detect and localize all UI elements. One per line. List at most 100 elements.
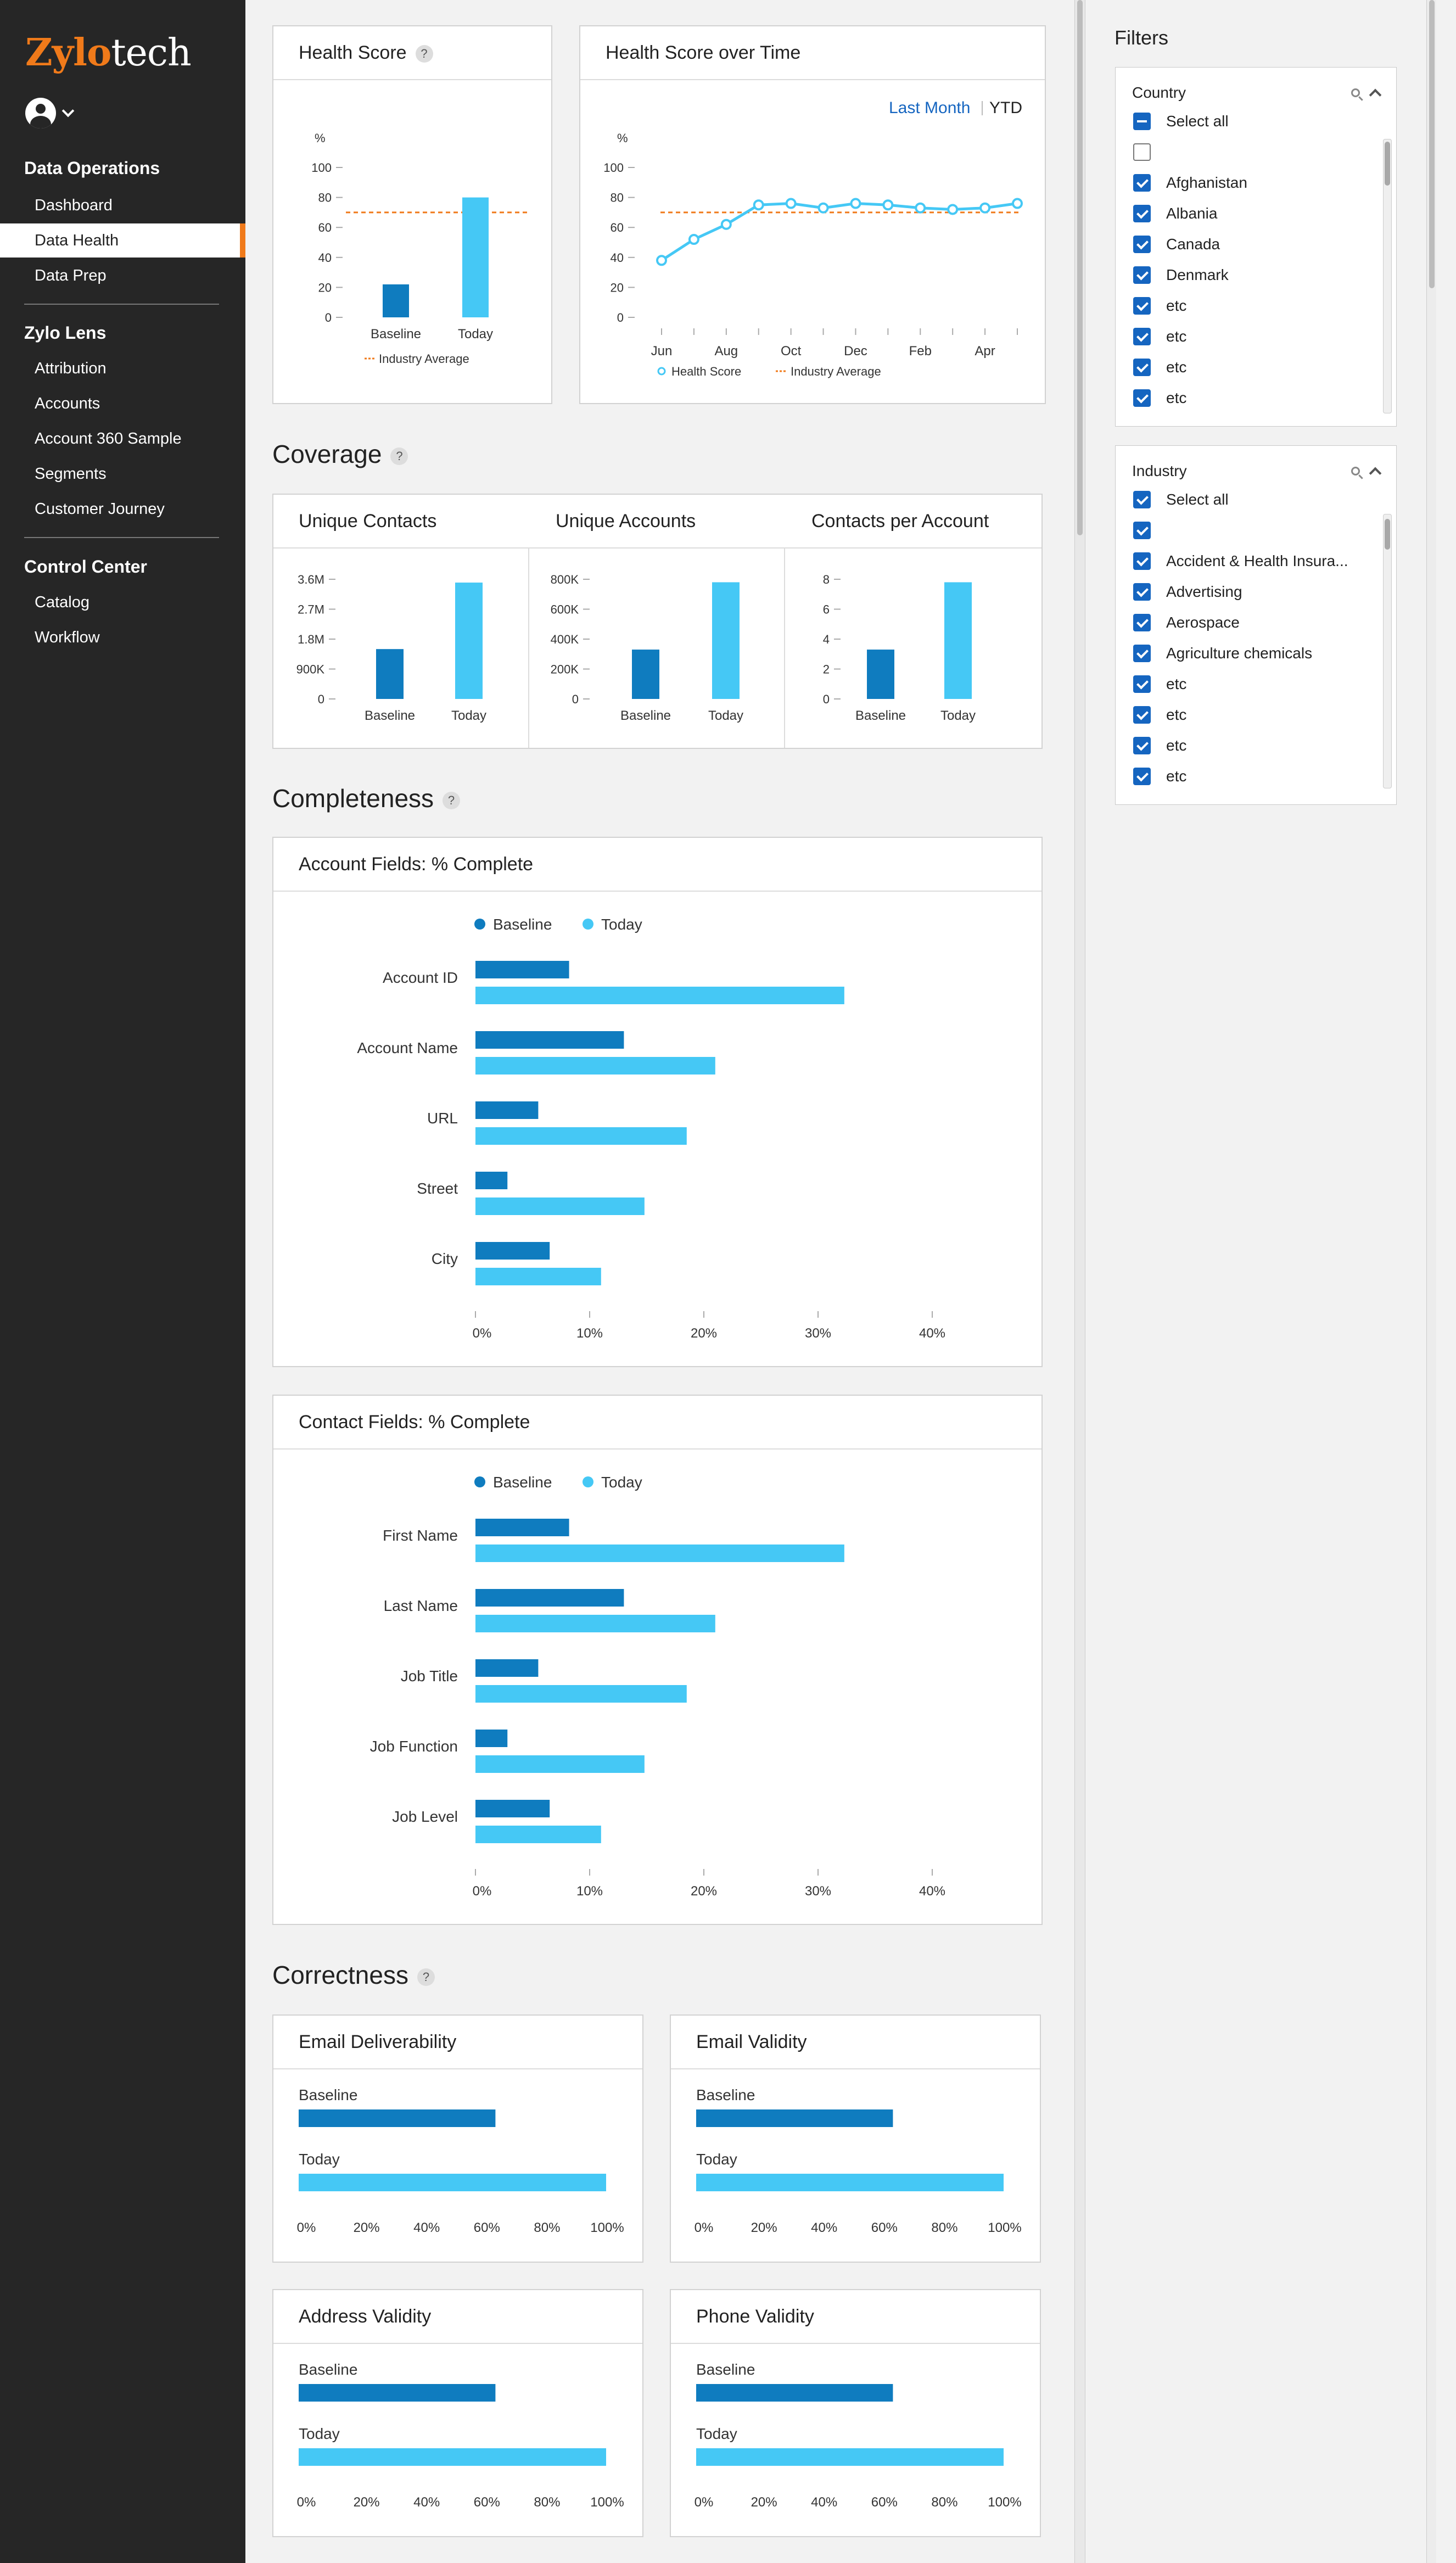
category-label: Street <box>417 1180 458 1197</box>
sidebar-item-catalog[interactable]: Catalog <box>35 594 89 611</box>
filter-option-label: Select all <box>1166 491 1229 508</box>
filter-option-etc[interactable]: etc <box>1133 297 1186 315</box>
sidebar-item-dashboard[interactable]: Dashboard <box>35 197 113 214</box>
checkbox[interactable] <box>1133 113 1151 130</box>
chevron-up-icon[interactable] <box>1369 467 1382 480</box>
checkbox[interactable] <box>1133 205 1151 222</box>
filter-option-label: etc <box>1166 389 1187 406</box>
checkbox[interactable] <box>1133 328 1151 345</box>
y-tick-label: 0 <box>823 692 830 706</box>
y-unit-label: % <box>617 131 628 145</box>
sidebar-item-segments[interactable]: Segments <box>35 465 107 483</box>
filter-option-canada[interactable]: Canada <box>1133 236 1220 253</box>
checkbox[interactable] <box>1133 491 1151 508</box>
health-score-series <box>656 198 1023 266</box>
filter-option-etc[interactable]: etc <box>1133 768 1186 785</box>
filters-scrollbar-thumb[interactable] <box>1429 0 1435 288</box>
industry-list-scrollbar[interactable] <box>1383 514 1392 788</box>
filter-option-select-all[interactable]: Select all <box>1133 491 1229 508</box>
filter-option-albania[interactable]: Albania <box>1133 205 1217 222</box>
filter-option-etc[interactable]: etc <box>1133 737 1186 754</box>
range-last-month[interactable]: Last Month <box>889 99 970 117</box>
range-ytd[interactable]: YTD <box>989 99 1022 117</box>
nav-section-control-center: Control Center <box>24 557 147 577</box>
checkbox[interactable] <box>1133 236 1151 253</box>
search-icon[interactable] <box>1351 467 1360 475</box>
checkbox[interactable] <box>1133 706 1151 724</box>
unique-contacts-title: Unique Contacts <box>299 511 437 531</box>
bar-baseline-job-function <box>475 1730 508 1747</box>
sidebar-item-customer-journey[interactable]: Customer Journey <box>35 500 165 518</box>
chevron-down-icon <box>61 104 75 117</box>
completeness-title: Completeness <box>272 784 434 813</box>
filters-scrollbar[interactable] <box>1426 0 1436 2563</box>
scrollbar-thumb[interactable] <box>1385 142 1390 186</box>
checkbox[interactable] <box>1133 614 1151 631</box>
help-icon[interactable]: ? <box>415 45 433 63</box>
main-scrollbar-thumb[interactable] <box>1077 0 1083 535</box>
category-label: Today <box>696 2425 737 2442</box>
card-title: Phone Validity <box>696 2306 814 2327</box>
bar-today <box>944 582 972 699</box>
bar-baseline-job-level <box>475 1800 550 1817</box>
bar-baseline <box>299 2384 496 2402</box>
contacts-per-account-chart: 0 2 4 6 8 Baseline Today <box>823 573 976 723</box>
checkbox[interactable] <box>1133 522 1151 539</box>
filter-option-accident-health-insura[interactable]: Accident & Health Insura... <box>1133 552 1348 570</box>
x-tick-label: 10% <box>576 1884 603 1899</box>
user-menu[interactable] <box>25 98 75 128</box>
filter-option-etc[interactable]: etc <box>1133 359 1186 376</box>
checkbox[interactable] <box>1133 552 1151 570</box>
checkbox[interactable] <box>1133 583 1151 601</box>
help-icon[interactable]: ? <box>417 1968 435 1986</box>
card-title: Contact Fields: % Complete <box>299 1412 530 1432</box>
filter-option-select-all[interactable]: Select all <box>1133 113 1229 130</box>
category-label: Today <box>696 2151 737 2168</box>
scrollbar-thumb[interactable] <box>1385 519 1390 550</box>
bar-baseline <box>867 650 894 699</box>
bar-baseline-last-name <box>475 1589 624 1607</box>
filter-option-blank[interactable] <box>1133 522 1166 539</box>
checkbox[interactable] <box>1133 389 1151 407</box>
filter-option-afghanistan[interactable]: Afghanistan <box>1133 174 1247 192</box>
chevron-up-icon[interactable] <box>1369 88 1382 102</box>
category-label: Account ID <box>383 969 458 986</box>
search-icon[interactable] <box>1351 88 1360 97</box>
sidebar-item-accounts[interactable]: Accounts <box>35 395 100 412</box>
checkbox[interactable] <box>1133 143 1151 161</box>
checkbox[interactable] <box>1133 266 1151 284</box>
filter-option-advertising[interactable]: Advertising <box>1133 583 1242 601</box>
sidebar-item-workflow[interactable]: Workflow <box>35 629 100 646</box>
address-validity-card: Address Validity Baseline Today 0% 20% 40% 60… <box>272 2289 643 2537</box>
filter-option-agriculture-chemicals[interactable]: Agriculture chemicals <box>1133 645 1312 662</box>
sidebar-item-account-360-sample[interactable]: Account 360 Sample <box>35 430 182 447</box>
filter-option-etc[interactable]: etc <box>1133 706 1186 724</box>
checkbox[interactable] <box>1133 645 1151 662</box>
checkbox[interactable] <box>1133 768 1151 785</box>
bar-today <box>696 2448 1004 2466</box>
sidebar-item-data-prep[interactable]: Data Prep <box>35 267 107 284</box>
filter-option-etc[interactable]: etc <box>1133 328 1186 345</box>
checkbox[interactable] <box>1133 297 1151 315</box>
filter-option-aerospace[interactable]: Aerospace <box>1133 614 1240 631</box>
bar-baseline-url <box>475 1101 539 1119</box>
sidebar-item-data-health[interactable]: Data Health <box>0 223 245 258</box>
checkbox[interactable] <box>1133 675 1151 693</box>
checkbox[interactable] <box>1133 359 1151 376</box>
filter-option-denmark[interactable]: Denmark <box>1133 266 1229 284</box>
filter-option-blank[interactable] <box>1133 143 1166 161</box>
main-scrollbar[interactable] <box>1074 0 1085 2563</box>
sidebar-item-attribution[interactable]: Attribution <box>35 360 107 377</box>
nav-divider <box>24 304 219 305</box>
logo[interactable]: Zylotech <box>25 31 192 75</box>
checkbox[interactable] <box>1133 174 1151 192</box>
filter-option-etc[interactable]: etc <box>1133 675 1186 693</box>
x-tick-label: 10% <box>576 1326 603 1341</box>
help-icon[interactable]: ? <box>390 447 408 465</box>
help-icon[interactable]: ? <box>443 791 461 809</box>
country-list-scrollbar[interactable] <box>1383 139 1392 413</box>
checkbox[interactable] <box>1133 737 1151 754</box>
filter-option-etc[interactable]: etc <box>1133 389 1186 407</box>
correctness-heading: Correctness? <box>272 1960 435 1990</box>
address-validity-chart: Baseline Today 0% 20% 40% 60% 80% 100% <box>297 2361 624 2510</box>
